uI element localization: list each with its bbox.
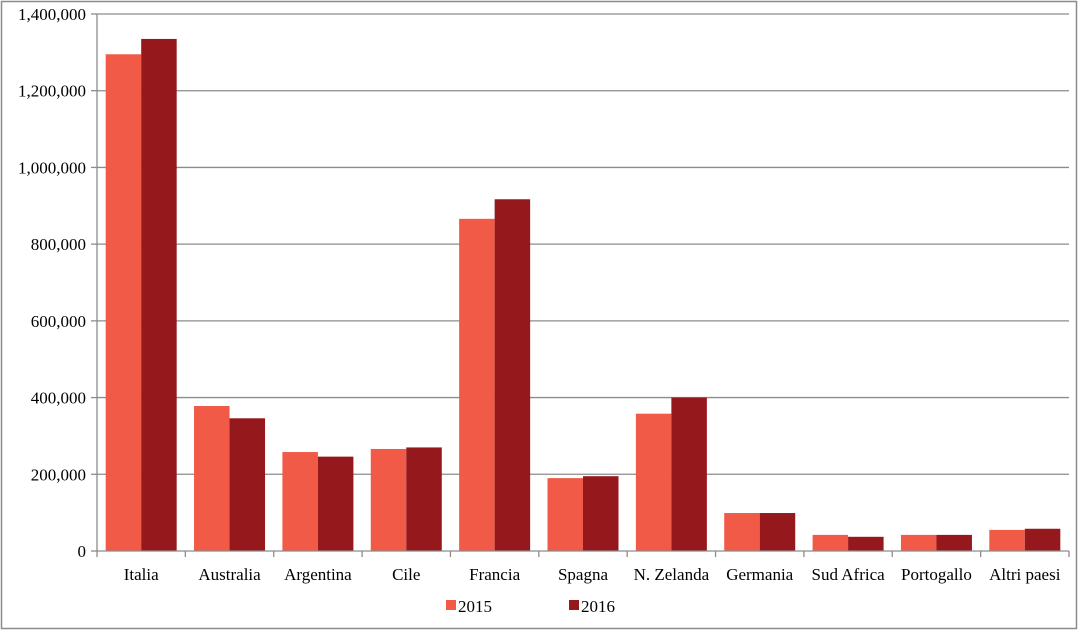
bar-2015-australia <box>194 406 230 551</box>
category-label: Altri paesi <box>989 565 1061 584</box>
category-label: Spagna <box>558 565 609 584</box>
bar-2016-australia <box>229 418 266 551</box>
bar-2015-francia <box>459 218 495 551</box>
legend-label-2015: 2015 <box>458 597 492 616</box>
bar-2016-germania <box>759 513 796 551</box>
bar-2015-italia <box>105 54 142 552</box>
y-axis-ticks: 0 200,000 400,000 600,000 800,000 1,000,000 1,… <box>18 5 97 561</box>
bar-2016-argentina <box>317 456 354 551</box>
category-label: Cile <box>392 565 420 584</box>
bar-2016-cile <box>406 447 442 551</box>
bar-2016-spagna <box>583 476 619 551</box>
y-tick-label: 200,000 <box>31 465 86 484</box>
bar-2015-argentina <box>282 452 318 551</box>
category-label: Australia <box>198 565 261 584</box>
axes <box>96 14 1070 557</box>
bar-2016-francia <box>494 199 531 551</box>
y-tick-label: 800,000 <box>31 235 86 254</box>
category-label: Sud Africa <box>811 565 885 584</box>
y-tick-label: 600,000 <box>31 312 86 331</box>
bar-2016-italia <box>141 38 177 552</box>
bar-2016-sud-africa <box>848 536 884 551</box>
category-label: Francia <box>469 565 520 584</box>
y-tick-label: 1,200,000 <box>18 82 86 101</box>
y-tick-label: 400,000 <box>31 389 86 408</box>
category-label: Italia <box>124 565 159 584</box>
x-axis-categories: Italia Australia Argentina Cile Francia Spagn… <box>124 565 1061 584</box>
category-label: Argentina <box>284 565 352 584</box>
legend-swatch-2016 <box>569 600 579 610</box>
legend-label-2016: 2016 <box>581 597 615 616</box>
bar-2015-altri-paesi <box>989 529 1025 551</box>
bars <box>105 38 1061 552</box>
y-tick-label: 1,400,000 <box>18 5 86 24</box>
bar-2016-n-zelanda <box>671 397 707 551</box>
bar-2015-germania <box>724 513 760 551</box>
bar-2015-sud-africa <box>812 534 849 551</box>
y-tick-label: 0 <box>78 542 87 561</box>
bar-2015-cile <box>370 448 407 551</box>
bar-2016-portogallo <box>936 534 972 551</box>
bar-2015-spagna <box>547 478 583 551</box>
bar-2016-altri-paesi <box>1024 528 1061 551</box>
category-label: Germania <box>726 565 793 584</box>
category-label: N. Zelanda <box>634 565 710 584</box>
category-label: Portogallo <box>901 565 972 584</box>
y-tick-label: 1,000,000 <box>18 158 86 177</box>
legend-swatch-2015 <box>446 600 456 610</box>
bar-2015-portogallo <box>900 534 937 551</box>
legend: 2015 2016 <box>446 597 615 616</box>
bar-2015-n-zelanda <box>635 413 672 551</box>
